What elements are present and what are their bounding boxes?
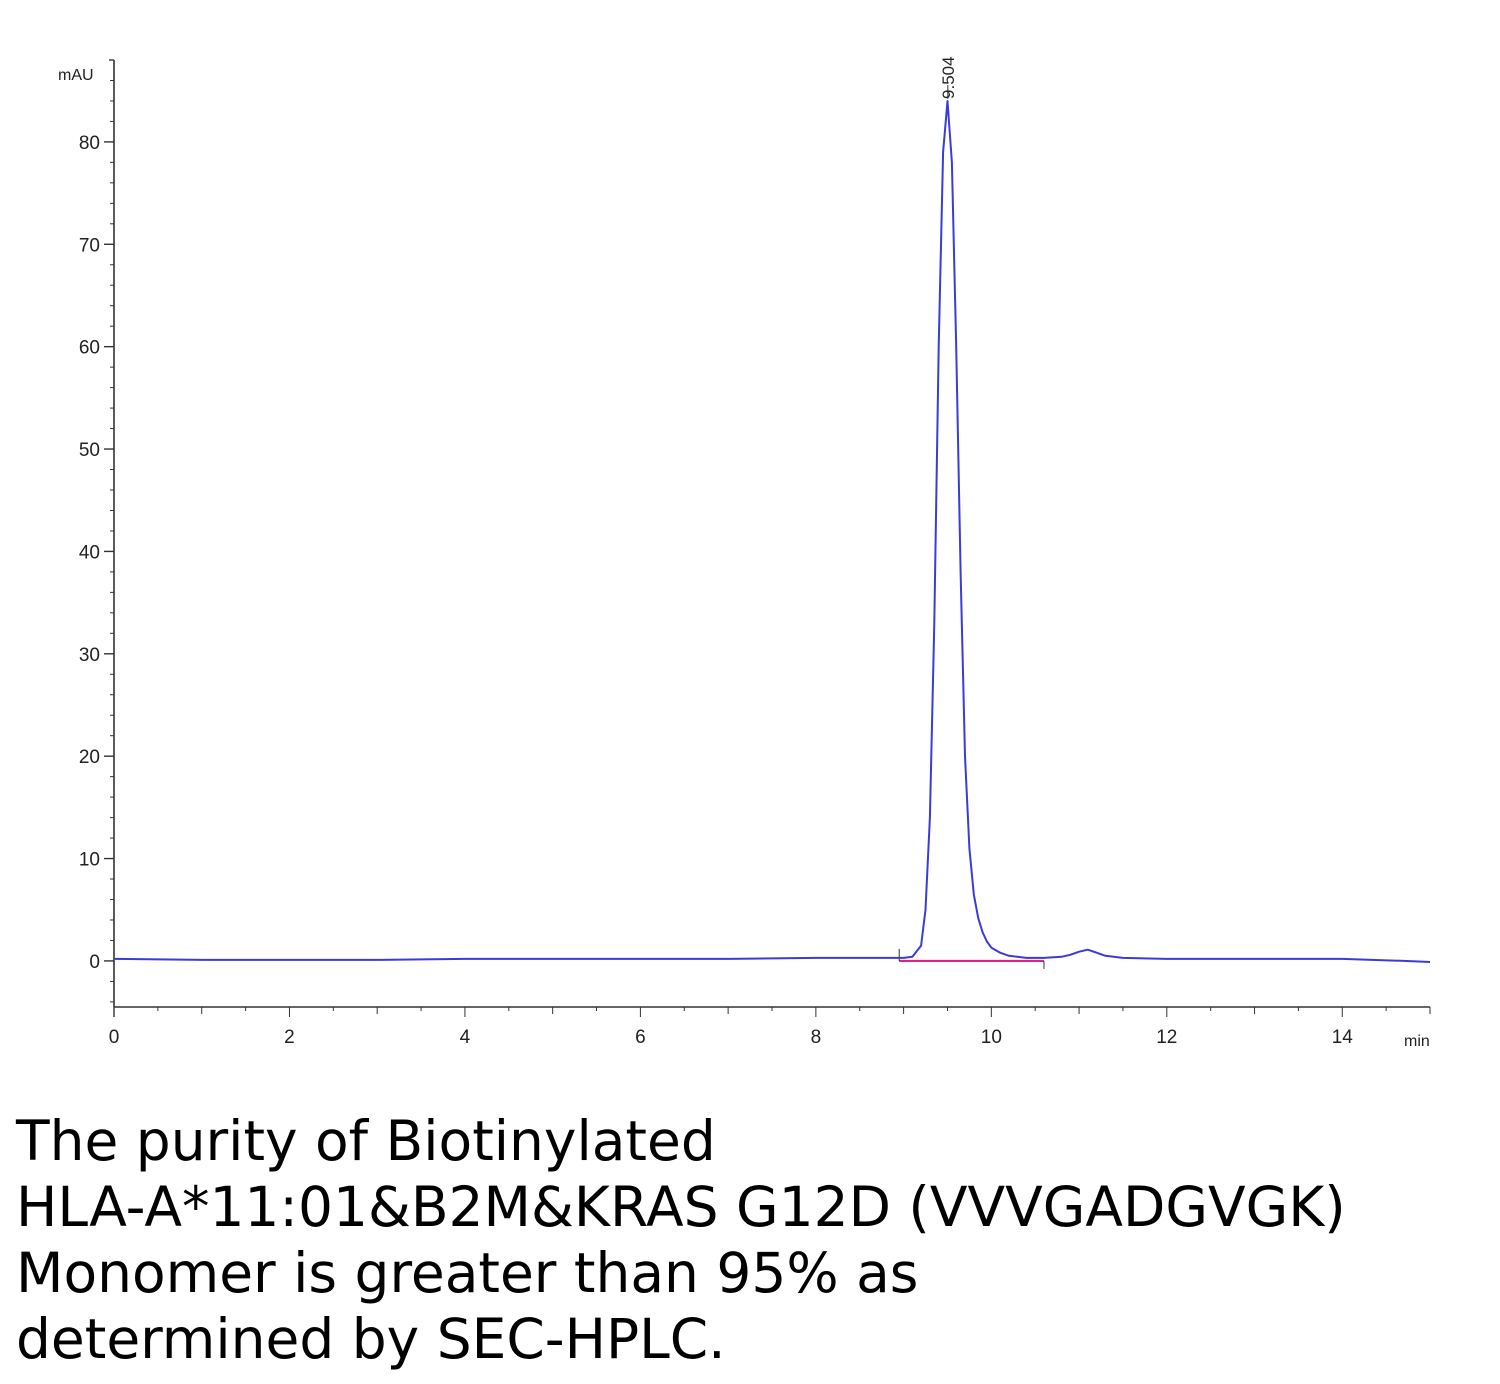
caption-line-1: The purity of Biotinylated — [16, 1109, 716, 1173]
y-tick-label: 60 — [79, 338, 100, 359]
data-series: 9.504 — [113, 56, 1431, 969]
tick-marks — [104, 79, 1431, 1017]
y-axis-unit-label: mAU — [58, 67, 94, 84]
caption-line-2: HLA-A*11:01&B2M&KRAS G12D (VVVGADGVGK) — [16, 1175, 1346, 1239]
peak-retention-label: 9.504 — [939, 56, 958, 99]
tick-labels: 0 10 20 30 40 50 60 70 80 0 2 4 6 8 10 12 14 — [79, 133, 1353, 1048]
y-tick-label: 50 — [79, 440, 100, 461]
y-tick-label: 70 — [79, 235, 100, 256]
x-tick-label: 4 — [460, 1027, 471, 1048]
y-tick-label: 30 — [79, 645, 100, 666]
y-tick-label: 10 — [79, 850, 100, 871]
caption-line-3: Monomer is greater than 95% as — [16, 1241, 919, 1305]
caption-line-4: determined by SEC-HPLC. — [16, 1307, 726, 1371]
x-tick-label: 2 — [284, 1027, 295, 1048]
y-tick-label: 20 — [79, 747, 100, 768]
signal-trace — [113, 100, 1431, 963]
x-tick-label: 8 — [811, 1027, 822, 1048]
x-tick-label: 14 — [1332, 1027, 1354, 1048]
chromatogram-chart: 0 10 20 30 40 50 60 70 80 0 2 4 6 8 10 12 14 9.504 mAU m… — [58, 56, 1431, 1050]
x-tick-label: 12 — [1156, 1027, 1177, 1048]
y-tick-label: 40 — [79, 542, 100, 563]
figure-caption: The purity of Biotinylated HLA-A*11:01&B… — [16, 1108, 1486, 1372]
x-tick-label: 0 — [109, 1027, 120, 1048]
axes — [109, 59, 1430, 1008]
y-tick-label: 0 — [89, 952, 100, 973]
x-tick-label: 6 — [635, 1027, 646, 1048]
x-axis-unit-label: min — [1404, 1033, 1430, 1050]
x-tick-label: 10 — [981, 1027, 1002, 1048]
y-tick-label: 80 — [79, 133, 100, 154]
